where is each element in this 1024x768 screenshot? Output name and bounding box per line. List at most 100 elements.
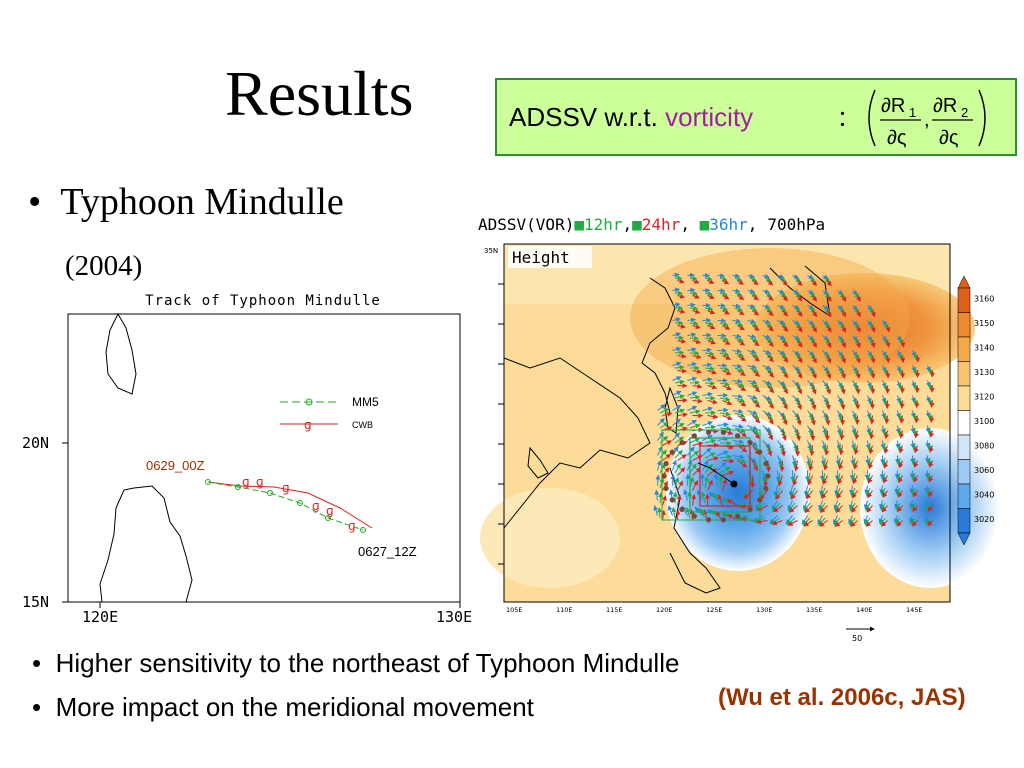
adssv-vector (704, 452, 716, 459)
adssv-vector (767, 415, 774, 425)
adssv-vector (762, 304, 771, 309)
colorbar-label: 3040 (974, 490, 994, 499)
adssv-definition-box: ADSSV w.r.t. vorticity ： ∂R 1 ∂ς , ∂R 2 … (495, 78, 1017, 156)
adssv-vector (855, 355, 861, 364)
adssv-vector (767, 445, 773, 457)
adssv-vector (687, 376, 698, 382)
adssv-vector (839, 445, 844, 456)
adssv-vector (732, 439, 745, 445)
formula-num2: ∂R (933, 95, 957, 117)
adssv-vector (870, 385, 876, 395)
adssv-vector (722, 470, 735, 476)
adssv-vector (869, 415, 875, 425)
adssv-vector (687, 361, 697, 367)
adssv-vector (713, 473, 719, 486)
ring-dot (747, 506, 753, 513)
adssv-vector (734, 457, 747, 464)
adssv-vector (767, 370, 775, 378)
formula-sub1: 1 (909, 105, 916, 120)
adssv-vector (797, 310, 803, 317)
ring-dot (669, 497, 675, 503)
adssv-vector (782, 370, 789, 379)
adssv-vector (674, 379, 685, 385)
adssv-vector (659, 422, 669, 429)
adssv-vector (667, 505, 673, 516)
bullet-typhoon: • Typhoon Mindulle (28, 180, 344, 224)
adssv-vector (674, 436, 685, 444)
adssv-vector (704, 424, 717, 430)
adssv-vector (767, 400, 774, 409)
adssv-vector (839, 430, 845, 441)
adssv-map-figure: ADSSV(VOR)■12hr,■24hr, ■36hr, 700hPa 35N … (478, 215, 1000, 643)
adssv-vector (692, 294, 700, 299)
adssv-vector (812, 310, 817, 318)
legend-24hr-square: ■ (632, 215, 642, 234)
adssv-vector (894, 470, 900, 480)
adssv-vector (779, 460, 785, 472)
adssv-vector (824, 445, 830, 456)
slide-title: Results (225, 58, 414, 129)
adssv-vector (677, 467, 686, 476)
adssv-vector (749, 337, 759, 343)
ring-dot (763, 485, 769, 492)
adssv-vector (772, 505, 783, 513)
adssv-vector (913, 475, 919, 483)
adssv-vector (868, 475, 873, 484)
adssv-vector (719, 351, 730, 357)
adssv-vector (755, 519, 768, 525)
adssv-vector (732, 288, 741, 294)
adssv-vector (826, 370, 832, 380)
adssv-vector (777, 380, 787, 386)
adssv-vector (894, 500, 900, 509)
adssv-vector (659, 435, 669, 444)
adssv-vector (865, 455, 871, 465)
adssv-vector (912, 505, 918, 512)
adssv-vector (732, 378, 743, 384)
adssv-vector (722, 370, 732, 375)
adssv-vector (796, 415, 802, 426)
adssv-vector (808, 460, 814, 472)
ring-dot (669, 449, 675, 455)
adssv-vector (657, 445, 663, 456)
bullet-dot: • (32, 648, 56, 678)
adssv-vector (782, 310, 789, 317)
adssv-vector (870, 340, 876, 349)
cwb-marker: ɡ (256, 475, 264, 489)
adssv-vector (737, 415, 747, 422)
adssv-vector (657, 404, 666, 411)
adssv-vector (782, 415, 788, 426)
adssv-vector (704, 438, 717, 444)
adssv-vector (717, 407, 729, 413)
adssv-vector (764, 367, 774, 374)
adssv-vector (747, 349, 757, 355)
adssv-vector (767, 385, 775, 394)
adssv-vector (826, 340, 832, 349)
adssv-vector (856, 325, 861, 333)
colorbar-label: 3020 (974, 515, 994, 524)
adssv-vector (737, 355, 746, 361)
adssv-vector (672, 317, 681, 323)
adssv-vector (662, 411, 673, 417)
adssv-vector (762, 349, 772, 355)
formula-den2: ∂ς (939, 127, 959, 149)
cwb-marker: ɡ (312, 499, 320, 513)
adssv-vector (687, 446, 695, 456)
adssv-vector (855, 385, 861, 395)
adssv-vector (796, 430, 801, 442)
adssv-vector (743, 490, 753, 500)
adssv-definition-text: ADSSV w.r.t. vorticity (509, 102, 753, 133)
adssv-vector (658, 492, 664, 504)
adssv-vector (672, 432, 680, 441)
adssv-vector (782, 385, 788, 394)
adssv-vector (704, 351, 715, 357)
adssv-vector (722, 458, 735, 464)
adssv-vector (825, 400, 831, 411)
adssv-vector (692, 467, 702, 476)
adssv-vector (782, 400, 788, 410)
adssv-vector (764, 382, 774, 390)
adssv-vector (790, 490, 798, 500)
ring-dot (691, 433, 697, 439)
adssv-vector (722, 309, 730, 315)
adssv-vector (797, 340, 803, 348)
bullet-dot: • (28, 181, 61, 223)
